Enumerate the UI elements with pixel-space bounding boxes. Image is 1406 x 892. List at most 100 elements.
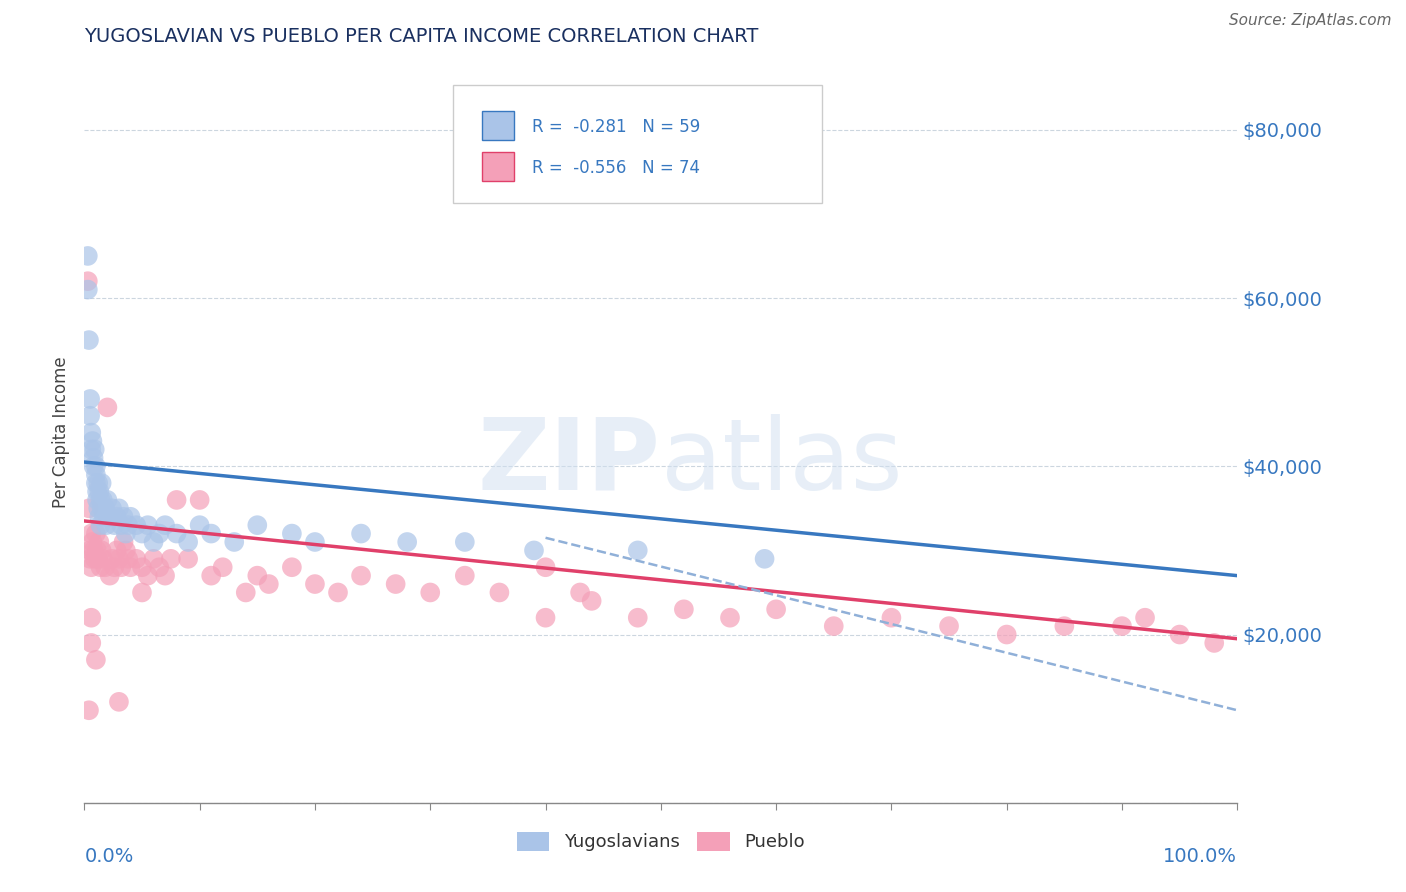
Point <box>235 585 257 599</box>
Point <box>281 560 304 574</box>
Point <box>96 518 118 533</box>
Point <box>1053 619 1076 633</box>
Point <box>534 610 557 624</box>
Point <box>80 610 103 624</box>
Point <box>83 551 105 566</box>
Point <box>200 568 222 582</box>
Point <box>112 509 135 524</box>
Point <box>77 333 100 347</box>
Point <box>304 535 326 549</box>
Point <box>246 568 269 582</box>
Point <box>76 249 98 263</box>
FancyBboxPatch shape <box>482 152 515 181</box>
Point <box>200 526 222 541</box>
Point <box>281 526 304 541</box>
Point <box>89 484 111 499</box>
Point <box>120 509 142 524</box>
Point <box>94 501 117 516</box>
Point <box>105 543 128 558</box>
Point <box>84 653 107 667</box>
Legend: Yugoslavians, Pueblo: Yugoslavians, Pueblo <box>508 823 814 861</box>
Point <box>672 602 695 616</box>
Point <box>120 560 142 574</box>
Point <box>1111 619 1133 633</box>
Point <box>77 703 100 717</box>
Point <box>454 535 477 549</box>
Point <box>177 551 200 566</box>
Point <box>188 492 211 507</box>
Point <box>115 526 138 541</box>
Point <box>627 543 650 558</box>
Point <box>523 543 546 558</box>
Text: YUGOSLAVIAN VS PUEBLO PER CAPITA INCOME CORRELATION CHART: YUGOSLAVIAN VS PUEBLO PER CAPITA INCOME … <box>84 27 759 45</box>
Point <box>77 501 100 516</box>
Point <box>84 526 107 541</box>
Point <box>86 492 108 507</box>
Point <box>84 476 107 491</box>
Point <box>396 535 419 549</box>
Text: 0.0%: 0.0% <box>84 847 134 866</box>
Point <box>98 509 121 524</box>
Point <box>754 551 776 566</box>
Point <box>224 535 246 549</box>
Point <box>166 492 188 507</box>
Point <box>110 560 132 574</box>
Y-axis label: Per Capita Income: Per Capita Income <box>52 357 70 508</box>
Point <box>101 551 124 566</box>
Point <box>76 274 98 288</box>
Point <box>211 560 233 574</box>
Point <box>880 610 903 624</box>
Point <box>89 492 111 507</box>
Point <box>166 526 188 541</box>
Point <box>131 526 153 541</box>
Point <box>84 459 107 474</box>
Point <box>86 484 108 499</box>
Text: R =  -0.281   N = 59: R = -0.281 N = 59 <box>531 118 700 136</box>
Point <box>89 535 111 549</box>
Point <box>581 594 603 608</box>
Text: atlas: atlas <box>661 414 903 511</box>
Point <box>142 535 165 549</box>
Point <box>93 509 115 524</box>
Point <box>83 543 105 558</box>
Point <box>94 560 117 574</box>
Point <box>419 585 441 599</box>
Text: Source: ZipAtlas.com: Source: ZipAtlas.com <box>1229 13 1392 29</box>
Point <box>1168 627 1191 641</box>
Point <box>454 568 477 582</box>
Point <box>83 450 105 465</box>
Point <box>765 602 787 616</box>
Point <box>160 551 183 566</box>
Point <box>627 610 650 624</box>
Text: ZIP: ZIP <box>478 414 661 511</box>
Point <box>125 518 148 533</box>
Point <box>148 560 170 574</box>
Point <box>246 518 269 533</box>
Point <box>131 585 153 599</box>
Point <box>326 585 349 599</box>
Point <box>96 492 118 507</box>
Point <box>1133 610 1156 624</box>
Point <box>142 551 165 566</box>
Point <box>96 401 118 415</box>
Point <box>84 467 107 482</box>
Point <box>87 501 110 516</box>
Point <box>188 518 211 533</box>
Point <box>108 551 131 566</box>
Point <box>90 501 112 516</box>
Point <box>82 535 104 549</box>
FancyBboxPatch shape <box>482 112 515 140</box>
Point <box>177 535 200 549</box>
Point <box>90 543 112 558</box>
Point <box>79 392 101 406</box>
Point <box>718 610 741 624</box>
Point <box>86 543 108 558</box>
Point <box>823 619 845 633</box>
Point <box>350 568 373 582</box>
Point <box>938 619 960 633</box>
Point <box>91 492 114 507</box>
Point <box>98 568 121 582</box>
Point <box>488 585 510 599</box>
Point <box>569 585 592 599</box>
Point <box>304 577 326 591</box>
